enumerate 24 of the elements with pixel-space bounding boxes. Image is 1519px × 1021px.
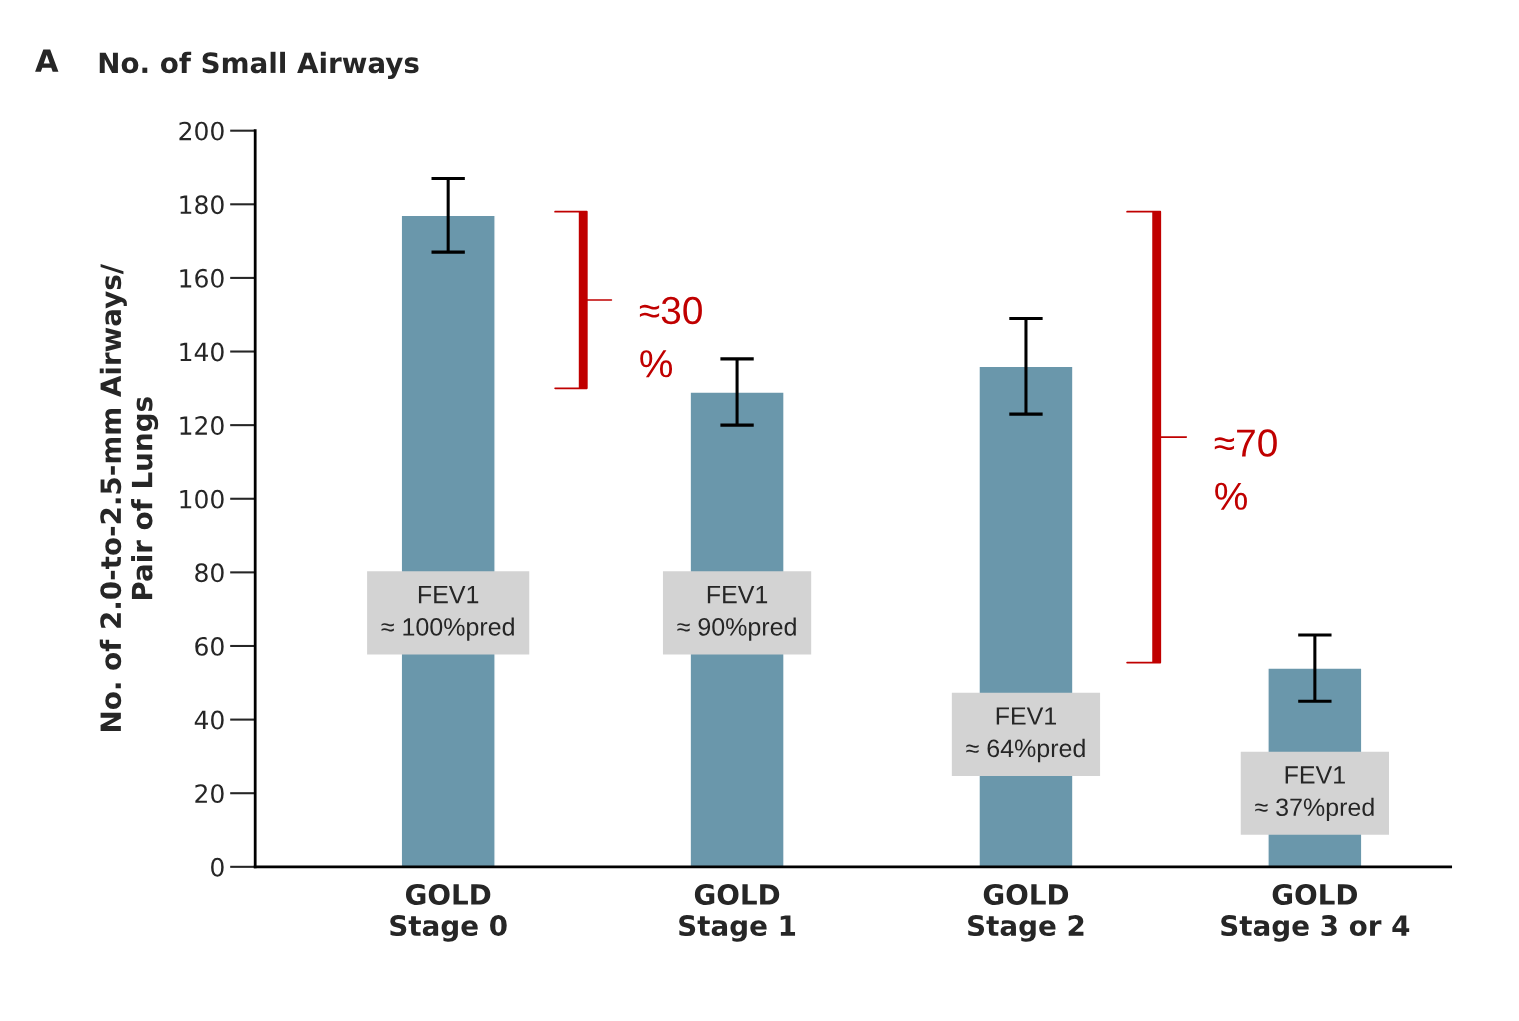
y-tick-label: 200 [179, 121, 224, 141]
text: A [35, 49, 59, 72]
x-tick-label: GOLD Stage 2 [968, 883, 1084, 942]
y-tick-label: 80 [195, 563, 224, 583]
annotation: FEV1 ≈ 100%pred [381, 585, 514, 641]
annotation: ≈30 % [639, 296, 702, 378]
annotation: FEV1 ≈ 90%pred [677, 585, 796, 641]
y-tick-label: 20 [195, 784, 224, 804]
x-tick-label: GOLD Stage 3 or 4 [1221, 883, 1410, 942]
y-tick-label: 120 [180, 416, 224, 435]
y-tick-label: 100 [180, 489, 224, 509]
chart-title: No. of Small Airways [99, 51, 419, 79]
y-tick-label: 0 [211, 857, 224, 877]
annotation: ≈70 % [1214, 429, 1277, 510]
y-tick-label: 40 [194, 710, 224, 730]
y-tick-label: 60 [195, 636, 224, 656]
annotation: FEV1 ≈ 64%pred [966, 707, 1085, 763]
x-tick-label: GOLD Stage 1 [679, 883, 796, 942]
annotation: FEV1 ≈ 37%pred [1255, 766, 1374, 822]
y-tick-label: 140 [180, 342, 224, 362]
y-tick-label: 160 [180, 268, 224, 288]
x-tick-label: GOLD Stage 0 [390, 883, 507, 942]
y-tick-label: 180 [180, 195, 224, 215]
y-axis-title: No. of 2.0-to-2.5-mm Airways/ Pair of Lungs [99, 264, 159, 731]
